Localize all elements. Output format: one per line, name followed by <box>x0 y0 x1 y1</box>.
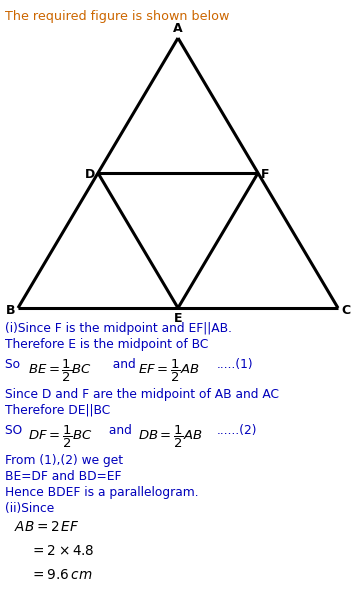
Text: and: and <box>105 358 143 371</box>
Text: .....(1): .....(1) <box>217 358 253 371</box>
Text: BE=DF and BD=EF: BE=DF and BD=EF <box>5 470 121 483</box>
Text: A: A <box>173 22 183 35</box>
Text: Therefore DE||BC: Therefore DE||BC <box>5 404 110 417</box>
Text: $\mathit{DF} = \dfrac{1}{2}\mathit{BC}$: $\mathit{DF} = \dfrac{1}{2}\mathit{BC}$ <box>28 424 93 450</box>
Text: Since D and F are the midpoint of AB and AC: Since D and F are the midpoint of AB and… <box>5 388 279 401</box>
Text: and: and <box>105 424 140 437</box>
Text: (ii)Since: (ii)Since <box>5 502 54 515</box>
Text: (i)Since F is the midpoint and EF||AB.: (i)Since F is the midpoint and EF||AB. <box>5 322 232 335</box>
Text: E: E <box>174 312 182 325</box>
Text: From (1),(2) we get: From (1),(2) we get <box>5 454 123 467</box>
Text: SO: SO <box>5 424 30 437</box>
Text: $= 2 \times 4.8$: $= 2 \times 4.8$ <box>30 544 94 558</box>
Text: $\mathit{BE} = \dfrac{1}{2}\mathit{BC}$: $\mathit{BE} = \dfrac{1}{2}\mathit{BC}$ <box>28 358 92 384</box>
Text: So: So <box>5 358 28 371</box>
Text: B: B <box>5 303 15 316</box>
Text: D: D <box>85 168 95 181</box>
Text: $\mathit{AB} = 2\,\mathit{EF}$: $\mathit{AB} = 2\,\mathit{EF}$ <box>14 520 80 534</box>
Text: ......(2): ......(2) <box>217 424 257 437</box>
Text: $\mathit{DB} = \dfrac{1}{2}\mathit{AB}$: $\mathit{DB} = \dfrac{1}{2}\mathit{AB}$ <box>138 424 203 450</box>
Text: $\mathit{EF} = \dfrac{1}{2}\mathit{AB}$: $\mathit{EF} = \dfrac{1}{2}\mathit{AB}$ <box>138 358 200 384</box>
Text: The required figure is shown below: The required figure is shown below <box>5 10 229 23</box>
Text: Therefore E is the midpoint of BC: Therefore E is the midpoint of BC <box>5 338 208 351</box>
Text: F: F <box>261 168 269 181</box>
Text: C: C <box>341 303 350 316</box>
Text: Hence BDEF is a parallelogram.: Hence BDEF is a parallelogram. <box>5 486 199 499</box>
Text: $= 9.6\,\mathit{cm}$: $= 9.6\,\mathit{cm}$ <box>30 568 93 582</box>
